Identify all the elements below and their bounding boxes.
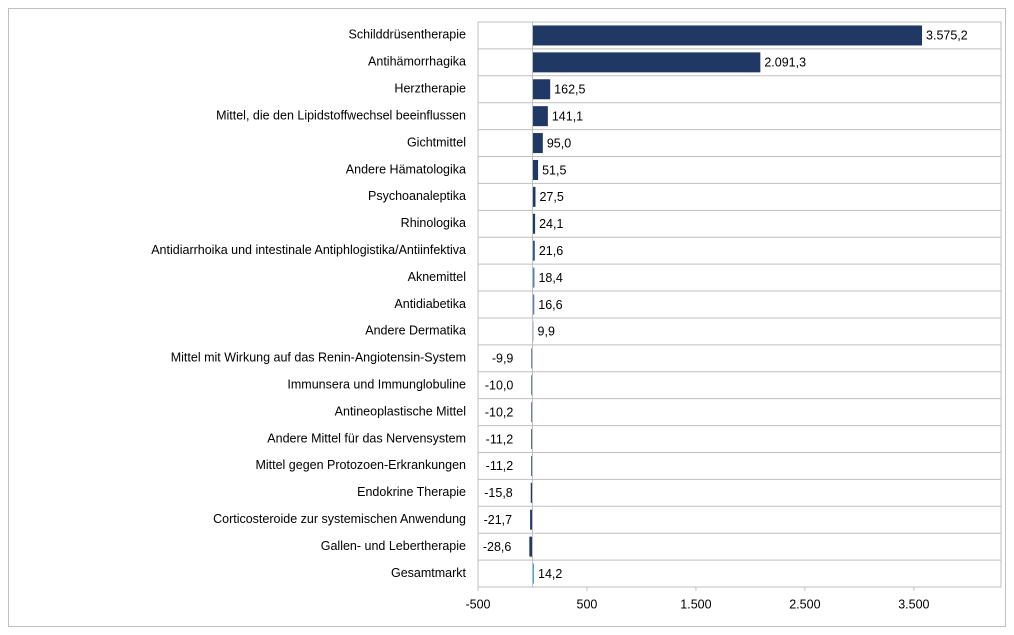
x-tick-label: 2.500 — [789, 597, 820, 611]
bar — [529, 536, 533, 557]
bar — [532, 294, 535, 315]
y-tick-label: Gallen- und Lebertherapie — [321, 539, 466, 553]
x-tick-label: -500 — [465, 597, 490, 611]
bar — [532, 133, 543, 154]
value-label: 27,5 — [539, 190, 563, 204]
y-tick-label: Mittel, die den Lipidstoffwechsel beeinf… — [216, 108, 466, 122]
bar — [532, 186, 536, 207]
bar — [532, 563, 535, 584]
y-tick-label: Antineoplastische Mittel — [335, 404, 466, 418]
bar — [531, 455, 533, 476]
value-label: -15,8 — [484, 486, 513, 500]
value-label: -11,2 — [486, 459, 514, 473]
bar — [532, 240, 535, 261]
value-label: 24,1 — [539, 217, 563, 231]
bar — [532, 106, 548, 127]
value-label: -9,9 — [492, 352, 514, 366]
bar — [531, 402, 533, 423]
value-label: 2.091,3 — [764, 56, 806, 70]
y-tick-label: Aknemittel — [408, 270, 466, 284]
value-label: 9,9 — [538, 325, 555, 339]
plot-area — [477, 21, 1002, 588]
value-label: 51,5 — [542, 163, 566, 177]
x-tick-label: 500 — [577, 597, 598, 611]
value-label: 21,6 — [539, 244, 563, 258]
y-tick-label: Immunsera und Immunglobuline — [287, 378, 466, 392]
bar — [532, 267, 535, 288]
bar — [532, 79, 551, 100]
bar — [532, 25, 923, 46]
bar — [530, 482, 533, 503]
value-label: 162,5 — [554, 83, 585, 97]
chart-frame — [8, 8, 1006, 627]
bar — [532, 52, 761, 73]
y-tick-label: Andere Mittel für das Nervensystem — [267, 431, 466, 445]
y-tick-label: Corticosteroide zur systemischen Anwendu… — [213, 512, 466, 526]
y-tick-label: Antidiabetika — [394, 297, 466, 311]
y-tick-label: Gesamtmarkt — [391, 566, 467, 580]
bar — [531, 429, 533, 450]
value-label: -10,2 — [485, 405, 514, 419]
value-label: -11,2 — [486, 432, 514, 446]
value-label: 18,4 — [538, 271, 562, 285]
value-label: -28,6 — [483, 540, 512, 554]
bar — [532, 321, 534, 342]
bar — [530, 509, 533, 530]
y-tick-label: Rhinologika — [401, 216, 466, 230]
y-tick-label: Gichtmittel — [407, 135, 466, 149]
bar — [531, 375, 533, 396]
x-tick-label: 1.500 — [680, 597, 711, 611]
y-tick-label: Antihämorrhagika — [368, 55, 466, 69]
y-tick-label: Endokrine Therapie — [357, 485, 466, 499]
y-tick-label: Herztherapie — [394, 82, 466, 96]
bar — [531, 348, 533, 369]
value-label: 16,6 — [538, 298, 562, 312]
value-label: 95,0 — [547, 136, 571, 150]
y-tick-label: Psychoanaleptika — [368, 189, 466, 203]
y-tick-label: Mittel gegen Protozoen-Erkrankungen — [255, 458, 466, 472]
value-label: 3.575,2 — [926, 29, 968, 43]
value-label: -10,0 — [485, 379, 514, 393]
value-label: 14,2 — [538, 567, 562, 581]
y-tick-label: Andere Dermatika — [365, 324, 466, 338]
y-tick-label: Andere Hämatologika — [346, 162, 466, 176]
y-tick-label: Mittel mit Wirkung auf das Renin-Angiote… — [171, 351, 466, 365]
y-tick-label: Schilddrüsentherapie — [349, 28, 466, 42]
value-label: 141,1 — [552, 109, 583, 123]
bar — [532, 213, 536, 234]
x-tick-label: 3.500 — [898, 597, 929, 611]
bar — [532, 159, 539, 180]
y-tick-label: Antidiarrhoika und intestinale Antiphlog… — [151, 243, 466, 257]
value-label: -21,7 — [484, 513, 513, 527]
